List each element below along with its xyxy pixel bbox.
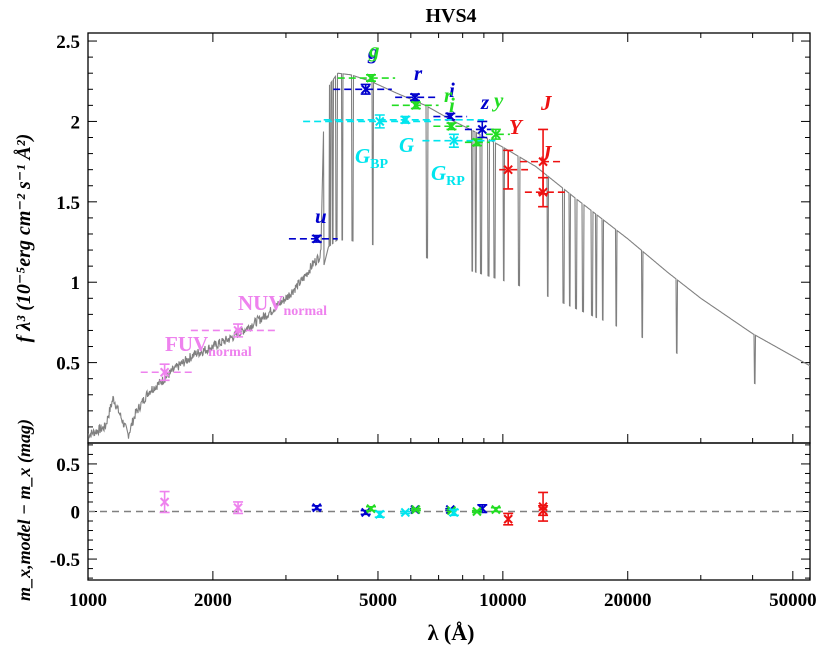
residual-panel: 1000 2000 5000 10000 20000 50000 -0.5 0 0.5 — [50, 442, 817, 611]
x-tick-label: 50000 — [769, 590, 817, 611]
band-label: g — [368, 38, 380, 62]
band-label: GRP — [431, 161, 465, 189]
residual-point — [366, 503, 376, 514]
residual-point — [472, 506, 482, 517]
flux-point — [449, 136, 459, 146]
flux-point — [446, 121, 457, 131]
band-label: i — [449, 78, 455, 102]
residual-point — [411, 504, 421, 515]
residual-point — [312, 502, 322, 513]
residual-point — [449, 507, 459, 518]
top-y-tick-label: 1.5 — [56, 193, 80, 214]
bottom-y-tick-label: 0 — [71, 503, 81, 524]
band-label: y — [491, 88, 504, 112]
flux-point — [410, 92, 420, 103]
residual-point — [375, 509, 385, 520]
residual-point — [400, 507, 411, 518]
flux-point — [538, 187, 548, 197]
band-label: G — [399, 133, 414, 157]
top-y-tick-label: 2.5 — [56, 32, 80, 53]
x-tick-label: 10000 — [479, 590, 527, 611]
flux-point — [360, 84, 371, 94]
top-y-tick-label: 1 — [71, 273, 81, 294]
top-y-tick-label: 0.5 — [56, 354, 80, 375]
band-label: i — [449, 93, 455, 117]
flux-point — [375, 116, 385, 127]
band-label: NUVnormal — [238, 291, 327, 319]
band-label: Y — [509, 115, 524, 139]
x-tick-label: 1000 — [69, 590, 107, 611]
residual-point — [233, 502, 243, 513]
flux-point — [472, 137, 482, 148]
top-y-axis-label: f λ³ (10⁻⁵erg cm⁻² s⁻¹ Å²) — [13, 134, 35, 343]
band-label: g — [367, 40, 379, 64]
flux-point — [159, 367, 170, 377]
residual-point — [538, 505, 548, 516]
x-tick-label: 5000 — [359, 590, 397, 611]
flux-point — [400, 115, 411, 125]
residual-point — [491, 504, 501, 515]
flux-point — [411, 100, 421, 111]
top-y-tick-label: 2 — [71, 112, 81, 133]
flux-point — [538, 156, 548, 167]
band-label: r — [414, 61, 423, 85]
band-label: FUVnormal — [165, 332, 252, 360]
flux-point — [366, 73, 376, 83]
flux-point — [477, 124, 487, 135]
x-axis-label: λ (Å) — [428, 620, 475, 645]
residual-point — [503, 514, 513, 524]
band-label: J — [540, 91, 553, 115]
flux-point — [233, 325, 243, 336]
flux-point — [312, 234, 322, 244]
x-tick-label: 20000 — [604, 590, 652, 611]
band-label: J — [540, 141, 553, 165]
flux-point — [491, 129, 501, 140]
band-label: r — [444, 83, 453, 107]
flux-point — [503, 164, 513, 175]
bottom-y-tick-label: 0.5 — [56, 455, 80, 476]
band-label: GBP — [355, 144, 389, 172]
band-label: u — [315, 204, 327, 228]
x-tick-label: 2000 — [194, 590, 232, 611]
band-label: z — [480, 90, 490, 114]
bottom-y-axis-label: m_x,model − m_x (mag) — [14, 419, 35, 601]
bottom-y-tick-label: -0.5 — [50, 550, 80, 571]
residual-point — [159, 497, 170, 507]
chart-title: HVS4 — [425, 5, 476, 27]
